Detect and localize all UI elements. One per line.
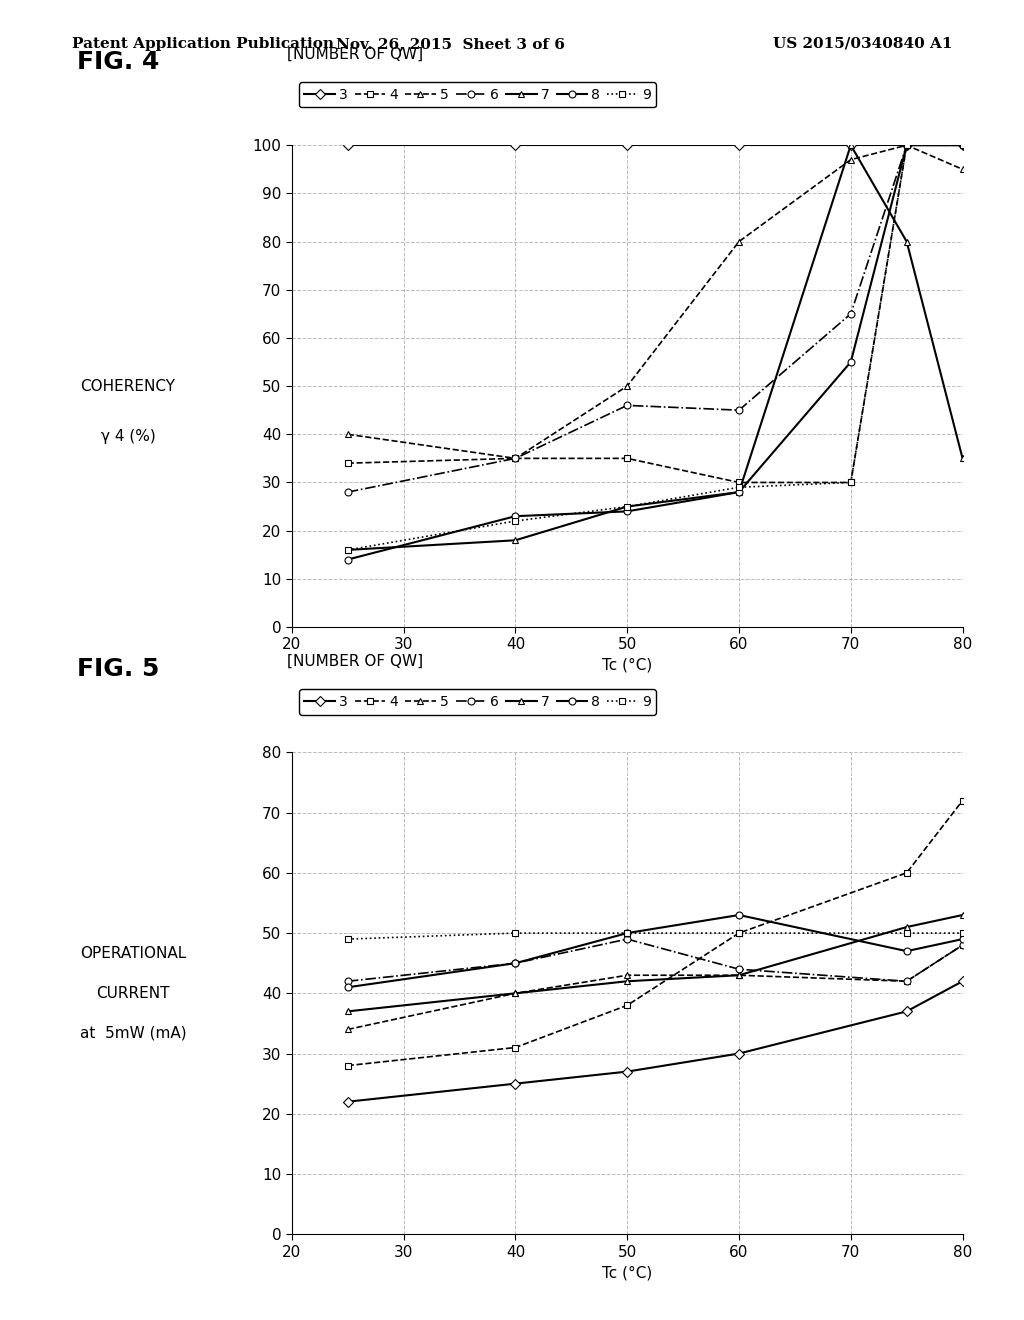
Text: at  5mW (mA): at 5mW (mA)	[80, 1026, 186, 1040]
Legend: 3, 4, 5, 6, 7, 8, 9: 3, 4, 5, 6, 7, 8, 9	[299, 82, 656, 107]
Text: FIG. 5: FIG. 5	[77, 657, 159, 681]
Text: Nov. 26, 2015  Sheet 3 of 6: Nov. 26, 2015 Sheet 3 of 6	[336, 37, 565, 51]
Legend: 3, 4, 5, 6, 7, 8, 9: 3, 4, 5, 6, 7, 8, 9	[299, 689, 656, 714]
Text: γ 4 (%): γ 4 (%)	[100, 429, 156, 444]
Text: [NUMBER OF QW]: [NUMBER OF QW]	[287, 655, 423, 669]
X-axis label: Tc (°C): Tc (°C)	[602, 657, 652, 673]
Text: COHERENCY: COHERENCY	[81, 379, 175, 393]
Text: US 2015/0340840 A1: US 2015/0340840 A1	[773, 37, 952, 51]
Text: CURRENT: CURRENT	[96, 986, 170, 1001]
Text: Patent Application Publication: Patent Application Publication	[72, 37, 334, 51]
X-axis label: Tc (°C): Tc (°C)	[602, 1265, 652, 1280]
Text: OPERATIONAL: OPERATIONAL	[80, 946, 186, 961]
Text: FIG. 4: FIG. 4	[77, 50, 159, 74]
Text: [NUMBER OF QW]: [NUMBER OF QW]	[287, 48, 423, 62]
